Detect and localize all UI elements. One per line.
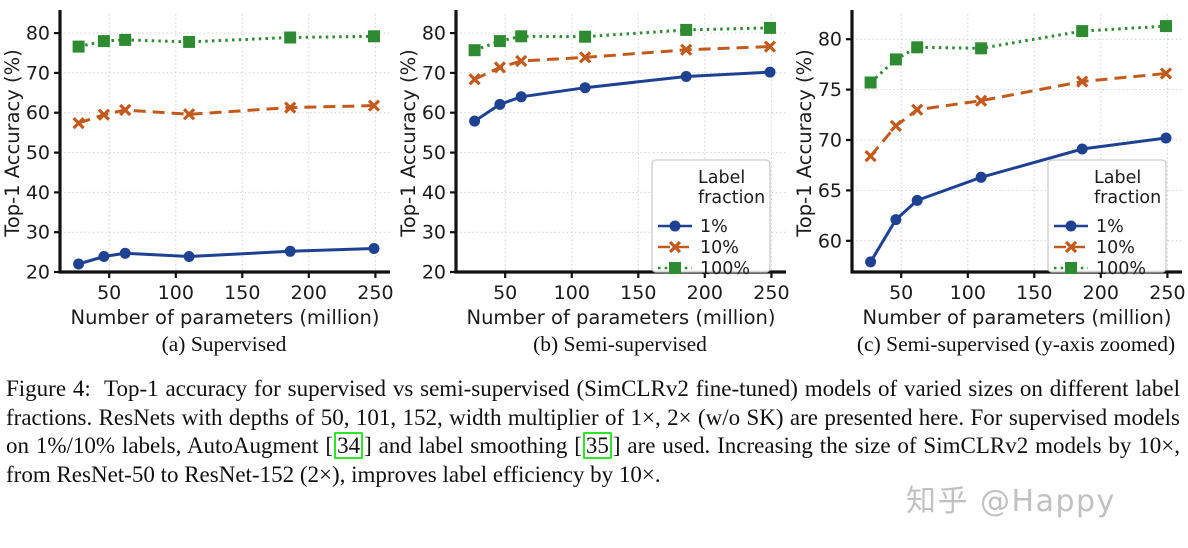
svg-text:Number of parameters (million): Number of parameters (million)	[70, 306, 379, 329]
svg-text:20: 20	[422, 262, 446, 284]
chart-a-supervised: 50 100 150 200 250 20 30 40 50 60 70 80 Number of pa…	[1, 10, 394, 329]
svg-text:Label: Label	[1094, 168, 1141, 188]
svg-text:250: 250	[753, 282, 789, 304]
svg-text:70: 70	[818, 130, 842, 152]
svg-text:75: 75	[818, 79, 842, 101]
subcaption-b: (b) Semi-supervised	[533, 332, 707, 356]
subcaption-a: (a) Supervised	[161, 332, 287, 356]
svg-text:Number of parameters (million): Number of parameters (million)	[862, 306, 1171, 329]
svg-text:Top-1 Accuracy (%): Top-1 Accuracy (%)	[397, 49, 420, 238]
citation-link[interactable]: 35	[582, 432, 612, 460]
chart-panel-b: 50 100 150 200 250 20 30 40 50 60 70 80 Number of pa…	[396, 0, 792, 357]
svg-text:10%: 10%	[1096, 238, 1135, 258]
svg-text:Top-1 Accuracy (%): Top-1 Accuracy (%)	[793, 49, 816, 238]
svg-text:1%: 1%	[1096, 217, 1124, 237]
svg-text:30: 30	[422, 222, 446, 244]
svg-text:60: 60	[26, 102, 50, 124]
svg-text:250: 250	[1149, 282, 1185, 304]
caption-text: ] are used. Increasing the size of SimCL…	[6, 433, 1180, 487]
svg-text:50: 50	[422, 142, 446, 164]
svg-text:100: 100	[950, 282, 986, 304]
svg-text:70: 70	[422, 62, 446, 84]
svg-text:10%: 10%	[700, 238, 739, 258]
chart-panel-a: 50 100 150 200 250 20 30 40 50 60 70 80 Number of pa…	[0, 0, 396, 357]
svg-text:50: 50	[493, 282, 517, 304]
caption-text: Figure 4: Top-1 accuracy for supervised …	[6, 376, 1180, 459]
svg-text:60: 60	[818, 230, 842, 252]
subcaption-c: (c) Semi-supervised (y-axis zoomed)	[856, 332, 1176, 356]
svg-text:fraction: fraction	[1094, 188, 1161, 208]
svg-text:40: 40	[26, 182, 50, 204]
svg-text:Label: Label	[698, 168, 745, 188]
svg-text:150: 150	[224, 282, 260, 304]
svg-text:60: 60	[422, 102, 446, 124]
charts-row: 50 100 150 200 250 20 30 40 50 60 70 80 Number of pa…	[0, 0, 1188, 357]
svg-text:150: 150	[1016, 282, 1052, 304]
svg-text:100%: 100%	[700, 259, 750, 279]
svg-text:80: 80	[818, 29, 842, 51]
svg-text:65: 65	[818, 180, 842, 202]
svg-text:1%: 1%	[700, 217, 728, 237]
svg-text:20: 20	[26, 262, 50, 284]
svg-text:50: 50	[97, 282, 121, 304]
citation-link[interactable]: 34	[334, 432, 364, 460]
svg-text:100%: 100%	[1096, 259, 1146, 279]
svg-text:50: 50	[26, 142, 50, 164]
svg-text:150: 150	[620, 282, 656, 304]
caption-text: ] and label smoothing [	[364, 433, 582, 459]
svg-text:80: 80	[26, 23, 50, 45]
figure-caption: Figure 4: Top-1 accuracy for supervised …	[6, 375, 1180, 489]
svg-text:40: 40	[422, 182, 446, 204]
chart-panel-c: 50 100 150 200 250 60 65 70 75 80 Number of parame…	[792, 0, 1188, 357]
svg-text:250: 250	[357, 282, 393, 304]
svg-text:200: 200	[1083, 282, 1119, 304]
svg-text:Number of parameters (million): Number of parameters (million)	[466, 306, 775, 329]
svg-text:50: 50	[889, 282, 913, 304]
chart-c-semi-supervised-zoomed: 50 100 150 200 250 60 65 70 75 80 Number of parame…	[793, 10, 1186, 329]
svg-text:fraction: fraction	[698, 188, 765, 208]
svg-text:200: 200	[291, 282, 327, 304]
chart-b-semi-supervised: 50 100 150 200 250 20 30 40 50 60 70 80 Number of pa…	[397, 10, 790, 329]
svg-text:70: 70	[26, 62, 50, 84]
svg-text:Top-1 Accuracy (%): Top-1 Accuracy (%)	[1, 49, 24, 238]
svg-text:80: 80	[422, 23, 446, 45]
svg-text:30: 30	[26, 222, 50, 244]
svg-text:200: 200	[687, 282, 723, 304]
svg-text:100: 100	[158, 282, 194, 304]
svg-text:100: 100	[554, 282, 590, 304]
